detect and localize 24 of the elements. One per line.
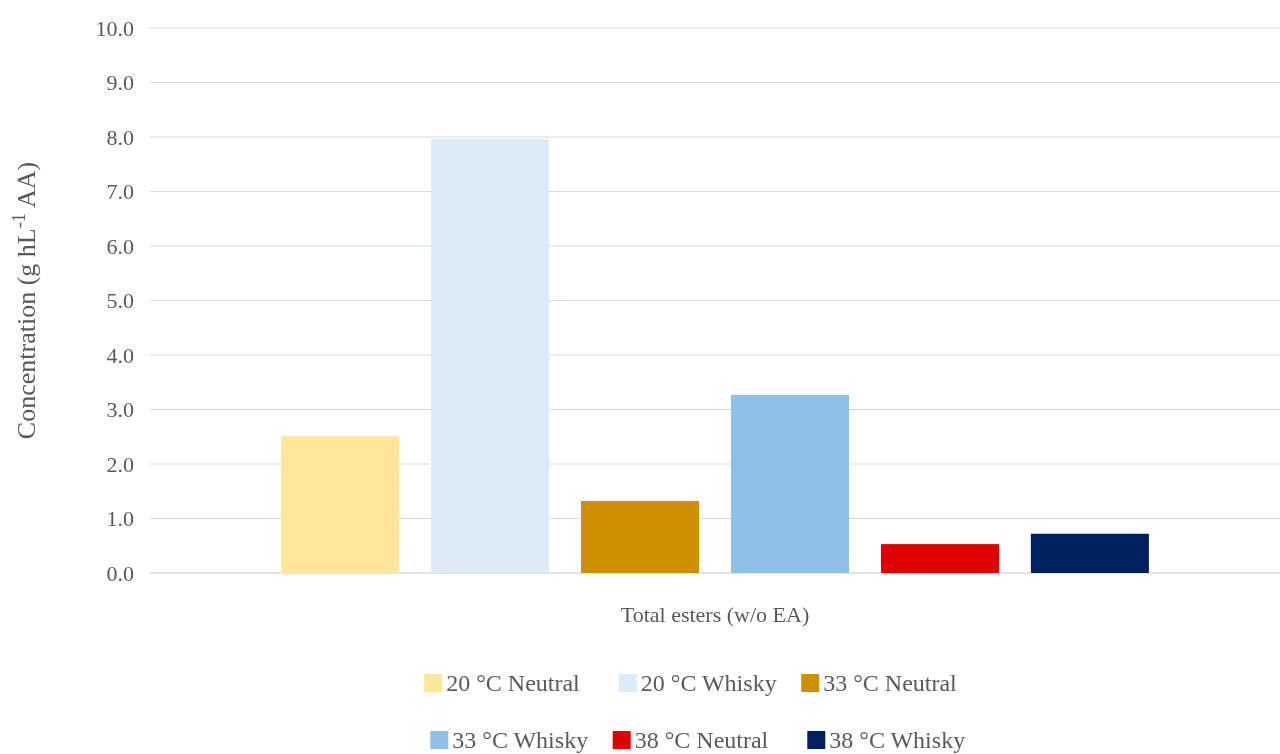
y-tick-label: 8.0 — [106, 124, 134, 150]
y-tick-label: 10.0 — [95, 15, 134, 41]
legend-label: 20 °C Neutral — [446, 670, 581, 697]
legend-label: 20 °C Whisky — [640, 670, 777, 697]
y-tick-label: 2.0 — [106, 451, 134, 477]
y-tick-label: 4.0 — [106, 342, 134, 368]
y-tick-label: 7.0 — [106, 179, 134, 205]
legend-label: 33 °C Whisky — [452, 727, 589, 754]
y-tick-label: 5.0 — [106, 288, 134, 314]
y-tick-label: 0.0 — [106, 560, 134, 586]
y-tick-label: 1.0 — [106, 506, 134, 532]
bar — [730, 394, 849, 573]
bar — [880, 544, 999, 573]
y-tick-label: 9.0 — [106, 70, 134, 96]
y-tick-label: 6.0 — [106, 233, 134, 259]
legend-label: 33 °C Neutral — [823, 670, 958, 697]
bar — [581, 501, 700, 573]
bar — [281, 436, 400, 573]
legend-label: 38 °C Neutral — [634, 727, 769, 754]
y-tick-label: 3.0 — [106, 397, 134, 423]
legend-label: 38 °C Whisky — [829, 727, 966, 754]
bar — [1030, 533, 1149, 573]
x-tick-label: Total esters (w/o EA) — [620, 602, 810, 627]
bar — [431, 139, 550, 573]
